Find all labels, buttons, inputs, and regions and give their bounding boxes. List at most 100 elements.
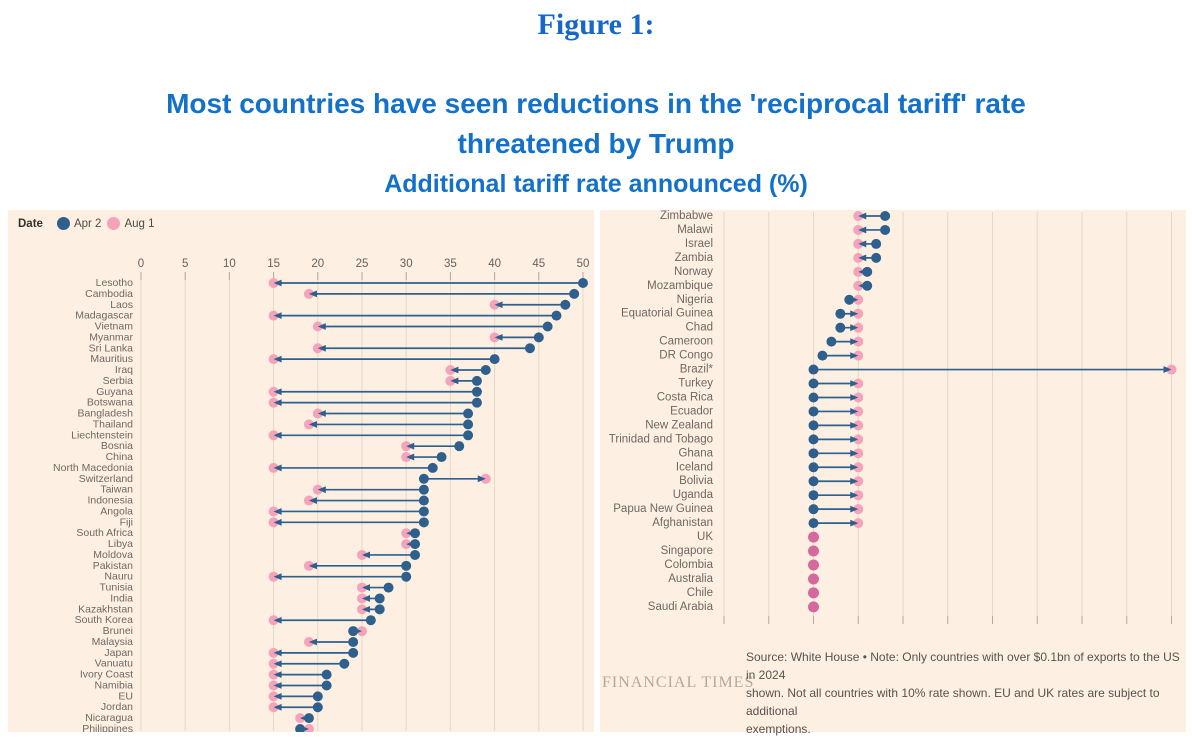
arrowhead-icon [362, 551, 370, 559]
country-label: Sri Lanka [89, 342, 134, 354]
dumbbell-row [268, 430, 474, 441]
dumbbell-row [268, 669, 332, 680]
country-label: Japan [104, 647, 133, 659]
arrowhead-icon [850, 394, 859, 401]
arrowhead-icon [273, 518, 282, 526]
country-label: Vanuatu [95, 658, 133, 670]
country-label: Cambodia [85, 288, 133, 300]
aug1-dot [853, 266, 864, 277]
apr2-dot [401, 571, 412, 582]
country-label: Serbia [103, 375, 134, 387]
aug1-dot [853, 504, 864, 515]
arrowhead-icon [354, 627, 362, 635]
apr2-dot [533, 332, 544, 343]
arrowhead-icon [273, 431, 282, 439]
arrowhead-icon [850, 463, 859, 471]
country-label: Libya [108, 538, 133, 550]
country-label: Vietnam [95, 321, 134, 333]
dumbbell-row [401, 539, 421, 550]
arrowhead-icon [273, 682, 282, 689]
country-label: Malawi [677, 224, 713, 236]
arrowhead-icon [850, 477, 859, 485]
country-label: Israel [685, 238, 713, 250]
apr2-dot [471, 386, 482, 397]
apr2-dot [418, 484, 429, 495]
dumbbell-row [844, 294, 864, 305]
arrowhead-icon [308, 421, 317, 428]
country-label: North Macedonia [53, 462, 133, 474]
apr2-dot [808, 364, 819, 375]
chart-panel-right: Zimbabwe Malawi Israel Zambia Norway Mozambiq… [600, 210, 1186, 736]
arrowhead-icon [850, 296, 859, 304]
apr2-dot [463, 430, 474, 441]
aug1-dot [489, 299, 500, 310]
apr2-dot [321, 680, 332, 691]
note-line-2: shown. Not all countries with 10% rate s… [746, 686, 1160, 718]
country-label: Ecuador [670, 405, 713, 417]
arrowhead-icon [273, 671, 282, 679]
country-label: Namibia [94, 679, 133, 691]
aug1-dot [268, 658, 279, 669]
apr2-dot [808, 490, 819, 501]
arrowhead-icon [273, 660, 282, 668]
dumbbell-row [303, 495, 429, 506]
dumbbell-row [268, 658, 350, 669]
country-label: Lesotho [96, 277, 134, 289]
arrowhead-icon [858, 268, 867, 276]
dumbbell-row [268, 386, 482, 397]
country-label: Cameroon [659, 336, 713, 348]
axis-tick-label: 30 [400, 258, 413, 270]
country-label: Uganda [673, 489, 714, 501]
arrowhead-icon [308, 562, 317, 570]
country-label: Moldova [93, 549, 133, 561]
country-label: Trinidad and Tobago [609, 433, 713, 445]
dumbbell-row [268, 397, 482, 408]
dumbbell-row [853, 238, 882, 249]
dumbbell-row [418, 473, 491, 484]
aug1-dot [268, 680, 279, 691]
apr2-dot [374, 593, 385, 604]
apr2-dot [463, 408, 474, 419]
dumbbell-row [826, 336, 864, 347]
dumbbell-row [808, 448, 864, 459]
arrowhead-icon [273, 692, 282, 700]
dumbbell-row [268, 354, 500, 365]
arrowhead-icon [494, 333, 503, 341]
dumbbell-row [808, 601, 819, 613]
dumbbell-row [808, 420, 864, 431]
arrowhead-icon [850, 408, 859, 415]
aug1-dot [357, 604, 367, 615]
aug1-legend-dot-icon [107, 217, 121, 230]
aug1-dot [268, 517, 279, 528]
apr2-dot [401, 560, 412, 571]
axis-tick-label: 50 [577, 258, 590, 270]
country-label: Bosnia [101, 440, 133, 452]
arrowhead-icon [362, 605, 370, 613]
country-label: Saudi Arabia [648, 601, 714, 613]
apr2-dot [321, 669, 332, 680]
arrowhead-icon [450, 377, 459, 385]
dumbbell-row [853, 211, 891, 221]
aug1-dot [853, 392, 864, 403]
country-label: Brunei [103, 625, 133, 637]
chart-legend: Date Apr 2 Aug 1 [18, 217, 155, 230]
dumbbell-row [853, 252, 882, 263]
apr2-dot [454, 441, 465, 452]
dumbbell-row [268, 462, 438, 473]
arrowhead-icon [362, 584, 370, 591]
country-label: India [110, 592, 133, 604]
country-label: Indonesia [87, 495, 133, 507]
apr2-dot [410, 549, 421, 560]
country-label: Iceland [676, 461, 713, 473]
dumbbell-row [268, 571, 412, 582]
dumbbell-row [817, 350, 864, 361]
aug1-dot [853, 378, 864, 389]
aug1-dot [853, 434, 864, 445]
dumbbell-row [808, 518, 864, 529]
aug1-dot [853, 280, 864, 291]
arrowhead-icon [308, 497, 317, 504]
dumbbell-row [268, 691, 323, 702]
country-label: Switzerland [79, 473, 133, 485]
apr2-dot [312, 702, 323, 713]
